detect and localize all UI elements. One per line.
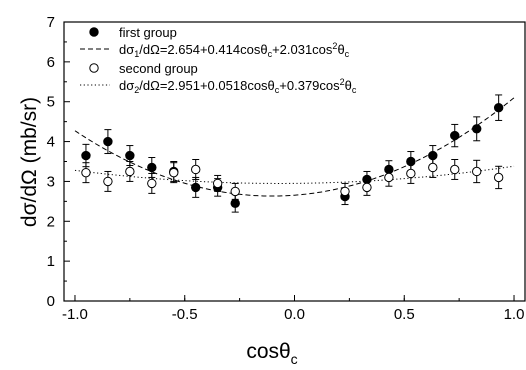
second-group-point [81, 167, 91, 178]
second-group-point [340, 186, 350, 197]
legend-label-second-group: second group [119, 61, 198, 76]
y-tick-label: 1 [47, 253, 55, 270]
second-group-point [169, 167, 179, 178]
first-group-point [103, 136, 113, 147]
y-tick-label: 0 [47, 293, 55, 310]
first-group-point [472, 124, 482, 134]
y-axis-ticks: 0 1 2 3 4 5 6 7 [47, 14, 70, 310]
second-group-point [384, 172, 394, 183]
second-group-point [362, 182, 372, 193]
second-group-point [406, 168, 416, 179]
first-group-point [147, 162, 157, 173]
y-tick-label: 4 [47, 134, 55, 151]
first-group-point [191, 182, 201, 193]
y-tick-label: 3 [47, 173, 55, 190]
legend: first group dσ1/dΩ=2.654+0.414cosθc+2.03… [80, 25, 357, 95]
second-group-point [428, 162, 438, 173]
x-tick-label: 0.5 [394, 306, 415, 323]
first-group-point [81, 150, 91, 161]
legend-label-fit-1: dσ1/dΩ=2.654+0.414cosθc+2.031cos2θc [119, 41, 350, 59]
fit-curve-1 [74, 97, 515, 197]
x-tick-label: -0.5 [172, 306, 198, 323]
second-group-point [212, 178, 223, 189]
legend-label-fit-2: dσ2/dΩ=2.951+0.0518cosθc+0.379cos2θc [119, 77, 357, 95]
first-group-point [230, 198, 240, 209]
second-group-point [472, 166, 482, 177]
second-group-point [103, 176, 113, 187]
second-group-point [147, 178, 157, 189]
fit-curves [74, 97, 515, 197]
x-tick-label: 1.0 [504, 306, 525, 323]
x-tick-label: -1.0 [62, 306, 88, 323]
second-group-point [230, 186, 240, 197]
legend-marker-first-group [89, 27, 99, 37]
second-group-point [493, 172, 504, 183]
legend-label-first-group: first group [119, 25, 177, 40]
x-tick-label: 0.0 [284, 306, 305, 323]
second-group-point [125, 166, 135, 177]
y-tick-label: 5 [47, 94, 55, 111]
second-group-point [450, 164, 460, 175]
x-axis-ticks: -1.0 -0.5 0.0 0.5 1.0 [62, 295, 524, 323]
y-tick-label: 6 [47, 54, 55, 71]
y-tick-label: 7 [47, 14, 55, 31]
fit-curve-2 [74, 165, 515, 184]
first-group-point [493, 102, 504, 113]
first-group-point [125, 150, 135, 161]
y-axis-title: dσ/dΩ (mb/sr) [18, 97, 41, 227]
y-tick-label: 2 [47, 213, 55, 230]
x-axis-title: cosθc [246, 340, 297, 367]
data-points [81, 94, 504, 213]
first-group-point [450, 130, 460, 141]
second-group-point [191, 164, 201, 175]
legend-marker-second-group [89, 63, 99, 73]
